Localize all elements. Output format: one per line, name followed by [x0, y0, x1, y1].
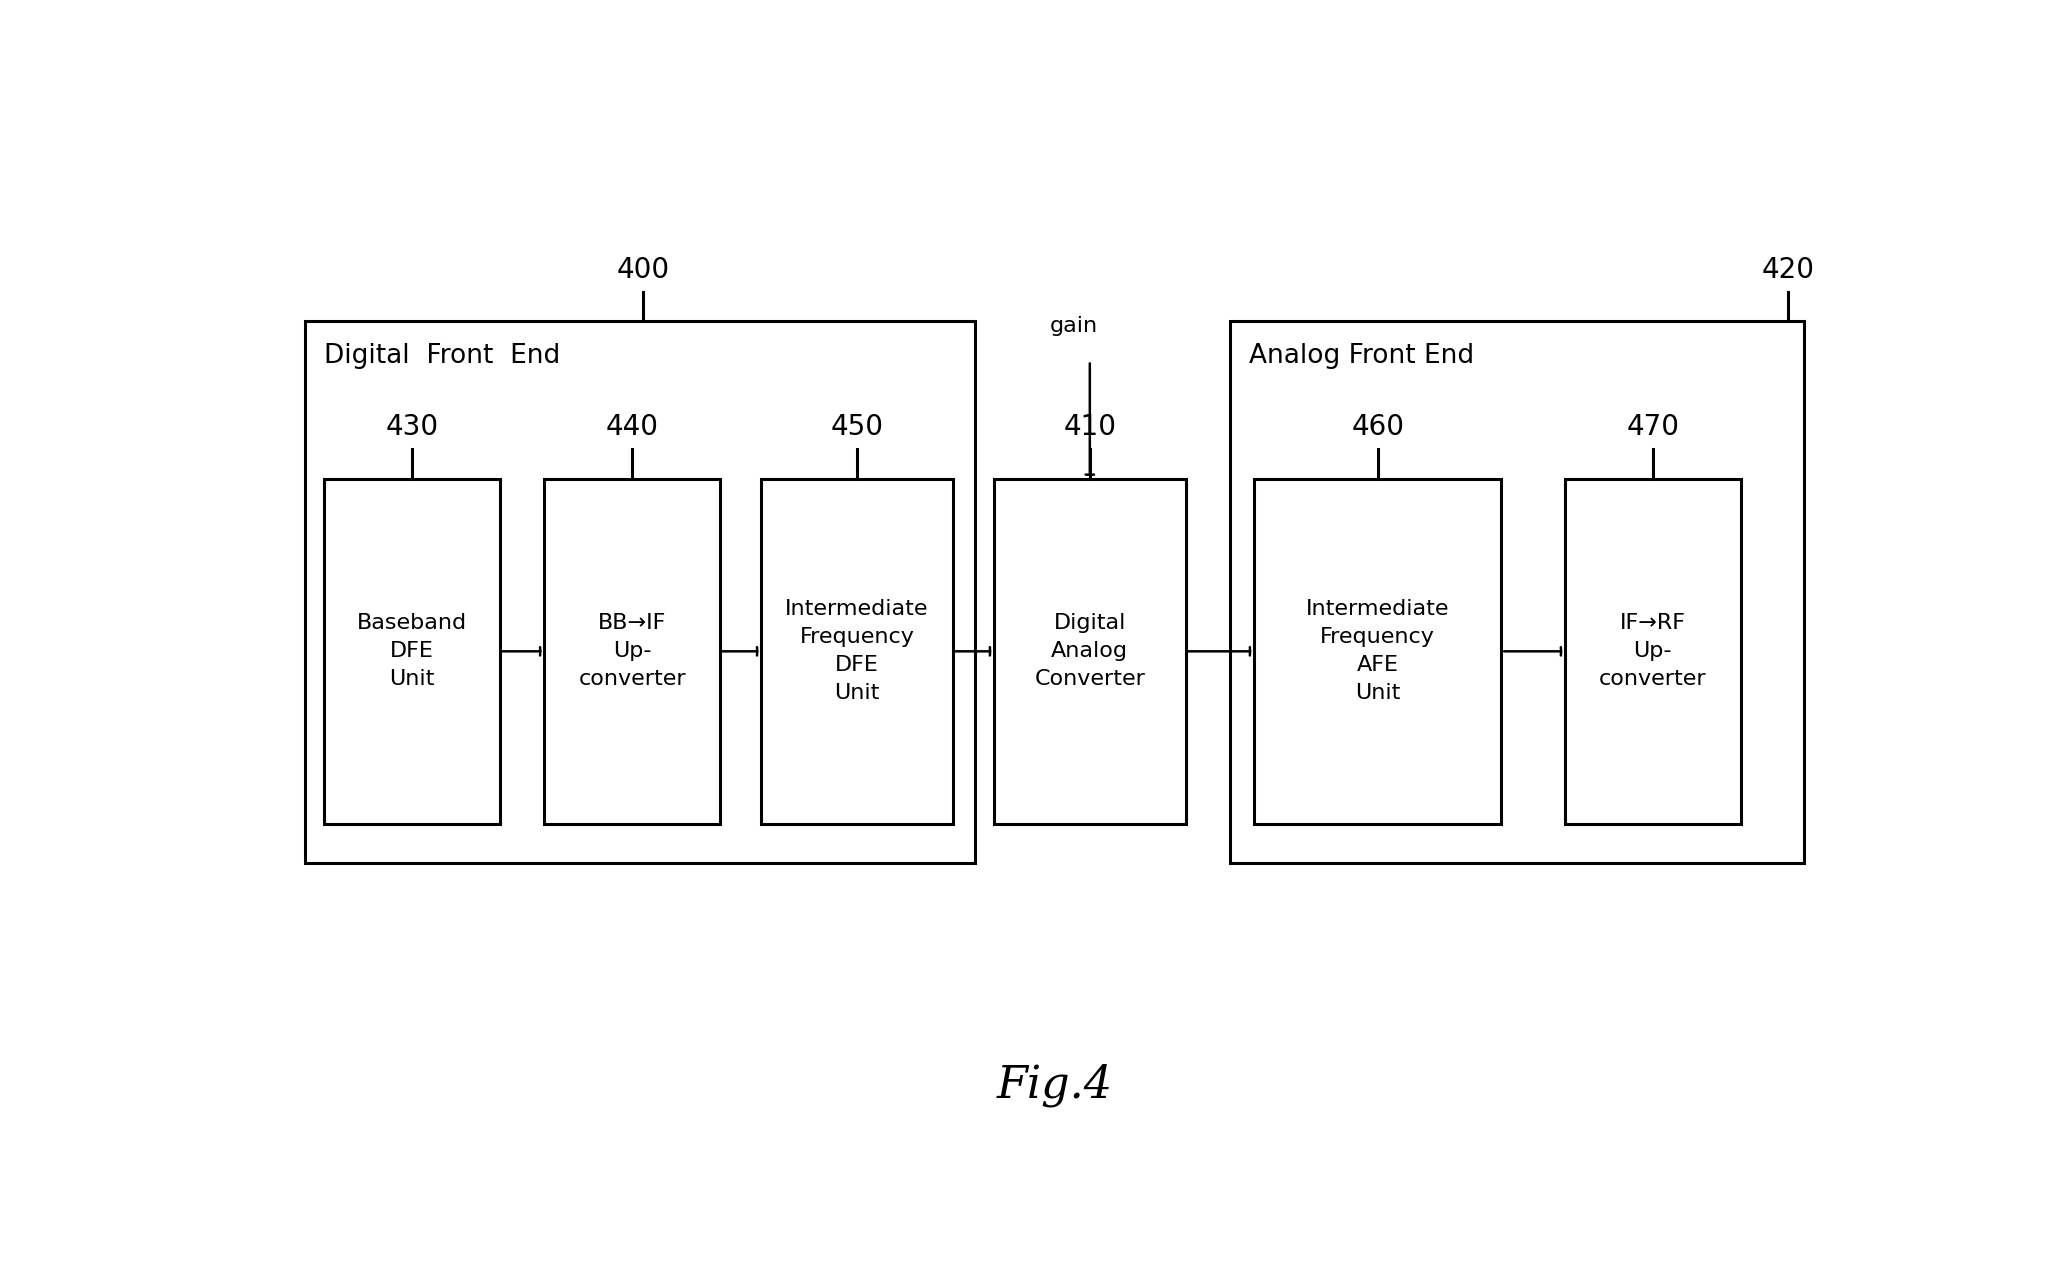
Text: Baseband
DFE
Unit: Baseband DFE Unit: [356, 613, 467, 690]
Text: Analog Front End: Analog Front End: [1249, 343, 1474, 369]
Text: Fig.4: Fig.4: [996, 1064, 1113, 1107]
Text: BB→IF
Up-
converter: BB→IF Up- converter: [578, 613, 685, 690]
Text: Digital
Analog
Converter: Digital Analog Converter: [1035, 613, 1144, 690]
Bar: [994, 479, 1185, 824]
Text: 400: 400: [617, 256, 669, 284]
Text: 420: 420: [1762, 256, 1815, 284]
Text: Intermediate
Frequency
DFE
Unit: Intermediate Frequency DFE Unit: [786, 599, 928, 703]
Text: 440: 440: [605, 413, 659, 442]
Bar: [325, 479, 500, 824]
Bar: [305, 321, 975, 863]
Bar: [1564, 479, 1741, 824]
Text: Digital  Front  End: Digital Front End: [325, 343, 560, 369]
Bar: [761, 479, 953, 824]
Text: 410: 410: [1064, 413, 1115, 442]
Bar: [543, 479, 720, 824]
Bar: [1231, 321, 1805, 863]
Text: IF→RF
Up-
converter: IF→RF Up- converter: [1599, 613, 1706, 690]
Text: 460: 460: [1352, 413, 1406, 442]
Text: 450: 450: [831, 413, 883, 442]
Text: gain: gain: [1050, 316, 1099, 335]
Bar: [1253, 479, 1502, 824]
Text: 430: 430: [385, 413, 438, 442]
Text: 470: 470: [1626, 413, 1679, 442]
Text: Intermediate
Frequency
AFE
Unit: Intermediate Frequency AFE Unit: [1307, 599, 1449, 703]
